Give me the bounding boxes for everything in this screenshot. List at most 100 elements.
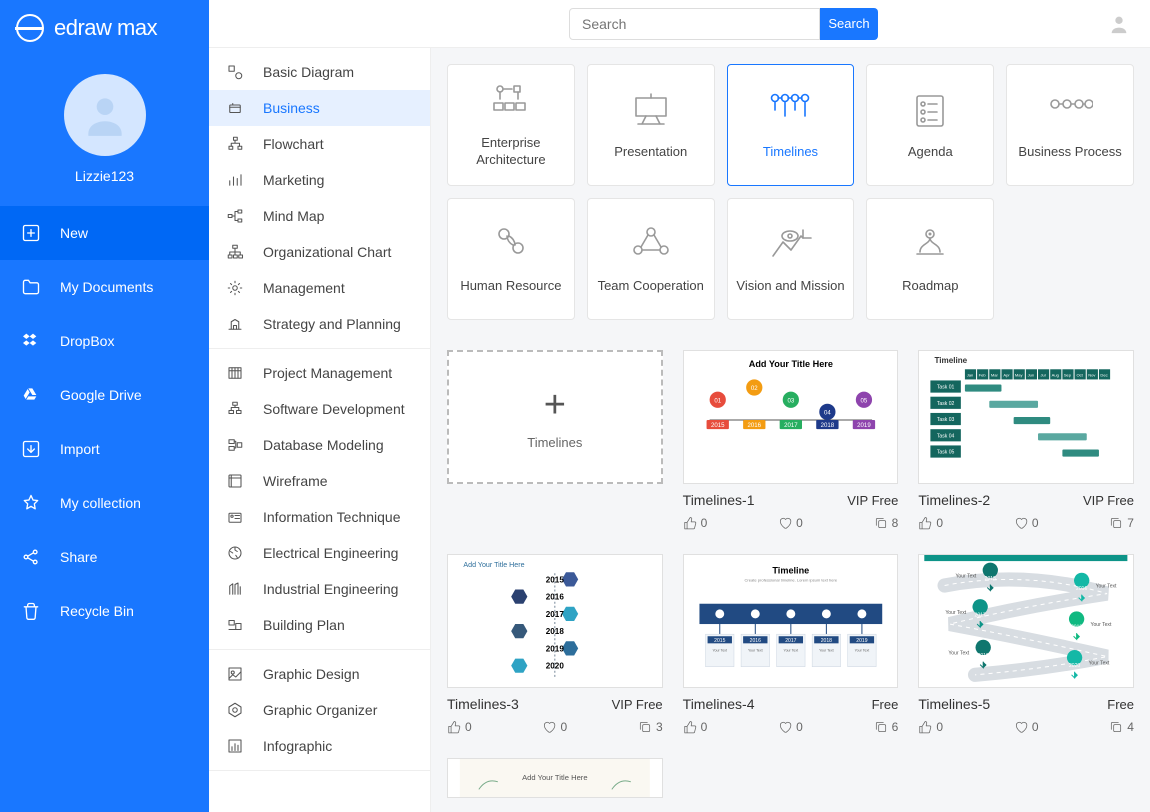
copy-stat[interactable]: 3 (638, 720, 663, 734)
category-item-electrical-engineering[interactable]: Electrical Engineering (209, 535, 430, 571)
category-item-information-technique[interactable]: Information Technique (209, 499, 430, 535)
category-label: Management (263, 280, 345, 296)
template-thumb: Add Your Title Here010203040520152016201… (683, 350, 899, 484)
subcategory-label: Team Cooperation (598, 278, 704, 295)
copy-stat[interactable]: 4 (1109, 720, 1134, 734)
svg-text:Mar: Mar (991, 372, 999, 377)
category-item-wireframe[interactable]: Wireframe (209, 463, 430, 499)
category-item-organizational-chart[interactable]: Organizational Chart (209, 234, 430, 270)
category-icon (225, 507, 245, 527)
svg-text:2020: 2020 (1069, 663, 1080, 669)
category-icon (225, 206, 245, 226)
category-label: Graphic Design (263, 666, 360, 682)
new-template-label: Timelines (527, 435, 582, 450)
template-name: Timelines-3 (447, 696, 519, 712)
template-item-timelines-3[interactable]: Add Your Title Here201520162017201820192… (447, 554, 663, 734)
subcategory-card-roadmap[interactable]: Roadmap (866, 198, 994, 320)
nav-item-my-collection[interactable]: My collection (0, 476, 209, 530)
svg-text:Add Your Title Here: Add Your Title Here (522, 773, 587, 782)
svg-text:2016: 2016 (749, 638, 760, 644)
nav-item-new[interactable]: New (0, 206, 209, 260)
template-item-timelines-4[interactable]: TimelineCreate professional timeline. Lo… (683, 554, 899, 734)
template-new[interactable]: +Timelines (447, 350, 663, 530)
category-item-database-modeling[interactable]: Database Modeling (209, 427, 430, 463)
category-item-infographic[interactable]: Infographic (209, 728, 430, 764)
template-item-extra[interactable]: Add Your Title Here (447, 758, 663, 798)
category-item-graphic-organizer[interactable]: Graphic Organizer (209, 692, 430, 728)
subcategory-icon (627, 224, 675, 264)
svg-text:Your Text: Your Text (956, 573, 977, 579)
category-item-project-management[interactable]: Project Management (209, 355, 430, 391)
svg-text:2016: 2016 (1076, 586, 1087, 592)
category-item-strategy-and-planning[interactable]: Strategy and Planning (209, 306, 430, 342)
nav-item-recycle-bin[interactable]: Recycle Bin (0, 584, 209, 638)
subcategory-card-vision-and-mission[interactable]: Vision and Mission (727, 198, 855, 320)
subcategory-label: Enterprise Architecture (452, 135, 570, 169)
subcategory-card-presentation[interactable]: Presentation (587, 64, 715, 186)
copy-stat[interactable]: 7 (1109, 516, 1134, 530)
like-stat[interactable]: 0 (447, 720, 472, 734)
svg-text:May: May (1015, 372, 1024, 377)
category-item-industrial-engineering[interactable]: Industrial Engineering (209, 571, 430, 607)
user-avatar-icon[interactable] (1108, 13, 1130, 35)
category-item-marketing[interactable]: Marketing (209, 162, 430, 198)
svg-text:Your Text: Your Text (819, 648, 834, 652)
subcategory-icon (1046, 90, 1094, 130)
subcategory-card-team-cooperation[interactable]: Team Cooperation (587, 198, 715, 320)
nav-item-share[interactable]: Share (0, 530, 209, 584)
nav-label: Import (60, 441, 100, 457)
nav-item-dropbox[interactable]: DropBox (0, 314, 209, 368)
svg-text:Your Text: Your Text (854, 648, 869, 652)
category-item-management[interactable]: Management (209, 270, 430, 306)
avatar[interactable] (64, 74, 146, 156)
template-thumb: Add Your Title Here (447, 758, 663, 798)
template-item-timelines-2[interactable]: TimelineJanFebMarAprMayJunJulAugSepOctNo… (918, 350, 1134, 530)
heart-stat[interactable]: 0 (542, 720, 567, 734)
like-stat[interactable]: 0 (918, 720, 943, 734)
svg-text:Dec: Dec (1101, 372, 1108, 377)
template-badge: Free (872, 697, 899, 712)
category-item-flowchart[interactable]: Flowchart (209, 126, 430, 162)
category-icon (225, 170, 245, 190)
like-stat[interactable]: 0 (683, 720, 708, 734)
subcategory-card-enterprise-architecture[interactable]: Enterprise Architecture (447, 64, 575, 186)
heart-stat[interactable]: 0 (1014, 516, 1039, 530)
heart-stat[interactable]: 0 (1014, 720, 1039, 734)
svg-text:2018: 2018 (820, 422, 834, 429)
subcategory-label: Vision and Mission (736, 278, 844, 295)
svg-text:2017: 2017 (785, 638, 796, 644)
category-item-business[interactable]: Business (209, 90, 430, 126)
category-item-building-plan[interactable]: Building Plan (209, 607, 430, 643)
svg-text:2017: 2017 (975, 612, 986, 618)
category-item-basic-diagram[interactable]: Basic Diagram (209, 54, 430, 90)
search-button[interactable]: Search (820, 8, 878, 40)
template-item-timelines-5[interactable]: 2015Your Text2016Your Text2017Your Text2… (918, 554, 1134, 734)
nav-item-my-documents[interactable]: My Documents (0, 260, 209, 314)
nav-item-import[interactable]: Import (0, 422, 209, 476)
heart-stat[interactable]: 0 (778, 720, 803, 734)
nav-item-google-drive[interactable]: Google Drive (0, 368, 209, 422)
subcategory-icon (766, 90, 814, 130)
heart-stat[interactable]: 0 (778, 516, 803, 530)
subcategory-card-business-process[interactable]: Business Process (1006, 64, 1134, 186)
category-item-software-development[interactable]: Software Development (209, 391, 430, 427)
category-item-graphic-design[interactable]: Graphic Design (209, 656, 430, 692)
svg-text:Add Your Title Here: Add Your Title Here (463, 561, 524, 569)
category-item-mind-map[interactable]: Mind Map (209, 198, 430, 234)
category-icon (225, 62, 245, 82)
like-stat[interactable]: 0 (683, 516, 708, 530)
subcategory-card-human-resource[interactable]: Human Resource (447, 198, 575, 320)
search-input[interactable] (569, 8, 820, 40)
copy-stat[interactable]: 6 (874, 720, 899, 734)
template-item-timelines-1[interactable]: Add Your Title Here010203040520152016201… (683, 350, 899, 530)
svg-text:Your Text: Your Text (748, 648, 763, 652)
template-meta: Timelines-5 Free (918, 688, 1134, 712)
subcategory-card-timelines[interactable]: Timelines (727, 64, 855, 186)
like-stat[interactable]: 0 (918, 516, 943, 530)
subcategory-card-agenda[interactable]: Agenda (866, 64, 994, 186)
subcategory-grid: Enterprise Architecture Presentation Timel… (447, 64, 1134, 320)
subcategory-label: Timelines (763, 144, 818, 161)
category-label: Database Modeling (263, 437, 384, 453)
svg-text:02: 02 (751, 385, 758, 392)
copy-stat[interactable]: 8 (874, 516, 899, 530)
